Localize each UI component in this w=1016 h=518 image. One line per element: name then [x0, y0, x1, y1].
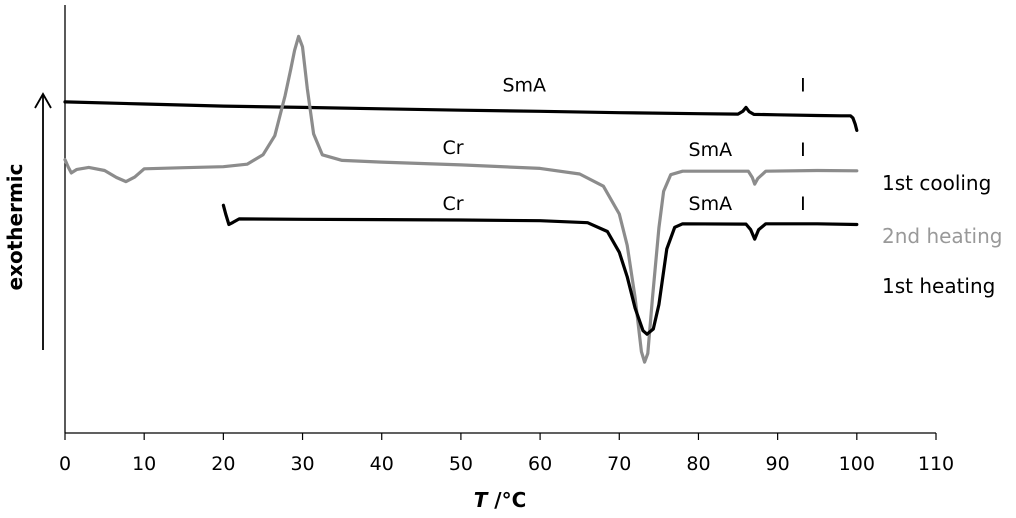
y-axis-title: exothermic [3, 164, 27, 291]
x-axis-title-variable: T [474, 488, 489, 512]
legend-label-1st-heating: 1st heating [882, 274, 995, 298]
phase-label: I [800, 74, 806, 96]
x-tick-label: 90 [766, 453, 790, 475]
phase-label: SmA [502, 74, 546, 96]
series-line-1st-heating [221, 203, 859, 336]
phase-label: SmA [689, 139, 733, 161]
phase-labels: SmA I Cr SmA I Cr SmA I [442, 74, 805, 214]
x-tick-label: 80 [686, 453, 710, 475]
legend-label-1st-cooling: 1st cooling [882, 171, 991, 195]
x-tick-label: 30 [290, 453, 314, 475]
legend: 1st cooling 2nd heating 1st heating [882, 171, 1002, 298]
x-axis-title-unit: /°C [487, 488, 526, 512]
x-tick-label: 10 [132, 453, 156, 475]
x-tick-label: 40 [370, 453, 394, 475]
exothermic-arrow [34, 92, 52, 350]
legend-label-2nd-heating: 2nd heating [882, 224, 1002, 248]
x-axis-title: T /°C [474, 488, 527, 512]
phase-label: I [800, 139, 806, 161]
series-line-1st-cooling [63, 100, 859, 132]
phase-label: SmA [689, 193, 733, 215]
x-tick-label: 20 [211, 453, 235, 475]
x-tick-label: 60 [528, 453, 552, 475]
x-tick-label: 100 [839, 453, 875, 475]
x-tick-label: 110 [918, 453, 954, 475]
x-tick-label: 0 [59, 453, 71, 475]
series-line-2nd-heating [63, 34, 859, 364]
series-layer [63, 34, 859, 364]
x-tick-label: 70 [607, 453, 631, 475]
phase-label: I [800, 193, 806, 215]
phase-label: Cr [442, 193, 463, 215]
x-axis-ticks: 0 10 20 30 40 50 60 70 80 90 100 110 [59, 433, 954, 475]
x-tick-label: 50 [449, 453, 473, 475]
phase-label: Cr [442, 137, 463, 159]
